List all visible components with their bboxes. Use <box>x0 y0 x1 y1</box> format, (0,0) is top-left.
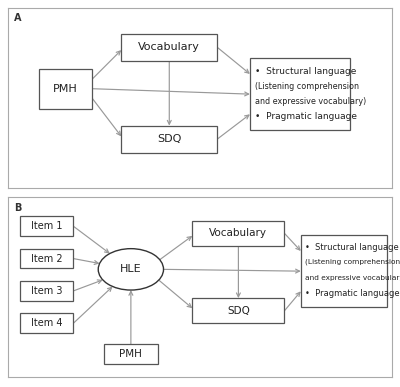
FancyBboxPatch shape <box>121 126 217 152</box>
Text: •  Pragmatic language: • Pragmatic language <box>305 289 399 298</box>
Text: Item 2: Item 2 <box>30 253 62 264</box>
Text: and expressive vocabulary): and expressive vocabulary) <box>254 97 366 106</box>
Text: Vocabulary: Vocabulary <box>138 42 200 52</box>
FancyBboxPatch shape <box>39 69 92 108</box>
FancyBboxPatch shape <box>20 249 73 269</box>
FancyBboxPatch shape <box>301 235 387 307</box>
Text: Item 1: Item 1 <box>31 221 62 231</box>
Text: (Listening comprehension: (Listening comprehension <box>305 259 400 265</box>
Text: •  Structural language: • Structural language <box>305 243 398 252</box>
Text: and expressive vocabulary): and expressive vocabulary) <box>305 274 400 281</box>
FancyBboxPatch shape <box>20 313 73 333</box>
Text: •  Structural language: • Structural language <box>254 67 356 76</box>
FancyBboxPatch shape <box>250 58 350 130</box>
Text: Vocabulary: Vocabulary <box>210 228 267 238</box>
FancyBboxPatch shape <box>104 344 158 364</box>
Text: •  Pragmatic language: • Pragmatic language <box>254 112 356 121</box>
FancyBboxPatch shape <box>20 281 73 301</box>
Text: Item 3: Item 3 <box>31 286 62 296</box>
Ellipse shape <box>98 249 164 290</box>
Text: B: B <box>14 203 21 213</box>
Text: PMH: PMH <box>120 349 142 359</box>
FancyBboxPatch shape <box>192 298 284 324</box>
Text: HLE: HLE <box>120 264 142 274</box>
FancyBboxPatch shape <box>121 34 217 61</box>
Text: SDQ: SDQ <box>157 134 182 144</box>
Text: (Listening comprehension: (Listening comprehension <box>254 82 358 91</box>
Text: A: A <box>14 13 21 23</box>
FancyBboxPatch shape <box>20 216 73 236</box>
Text: Item 4: Item 4 <box>31 319 62 328</box>
Text: PMH: PMH <box>53 84 78 94</box>
FancyBboxPatch shape <box>192 221 284 246</box>
Text: SDQ: SDQ <box>227 306 250 316</box>
